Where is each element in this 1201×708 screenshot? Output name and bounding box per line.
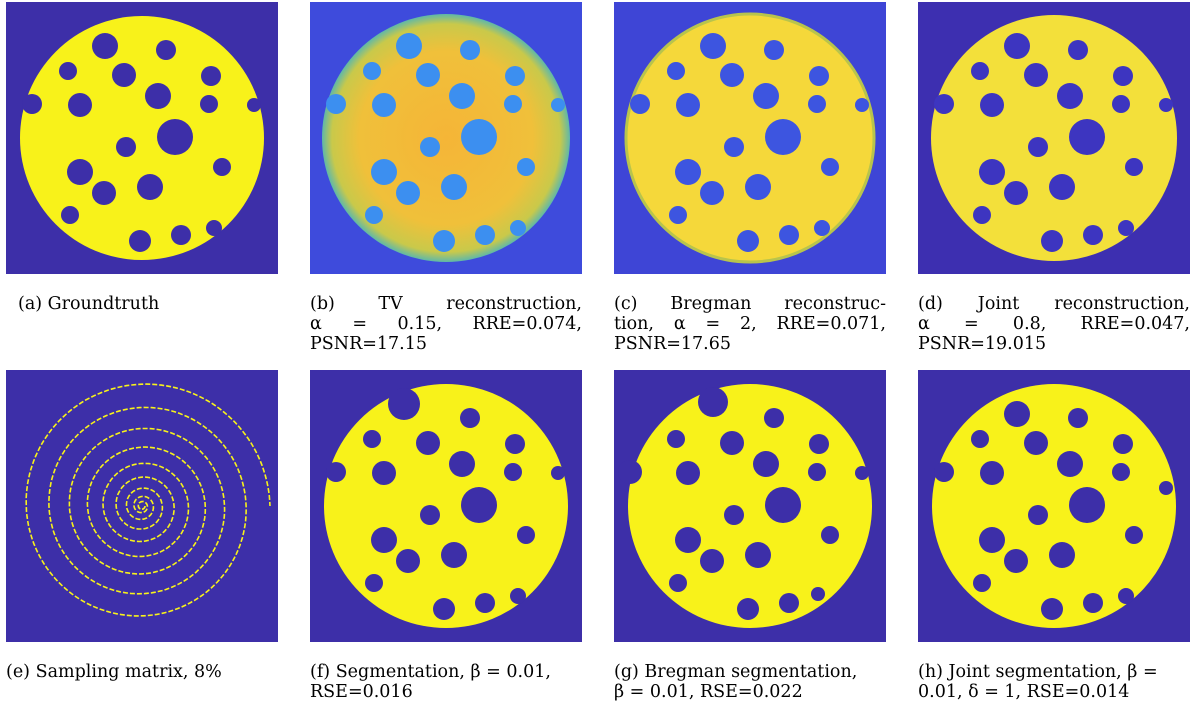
caption-f: (f) Segmentation, β = 0.01, RSE=0.016 [310, 662, 551, 702]
caption-c: (c) Bregman reconstruc- tion, α = 2, RRE… [614, 294, 886, 354]
caption-g: (g) Bregman segmentation, β = 0.01, RSE=… [614, 662, 858, 702]
sampling-matrix-image [6, 370, 278, 642]
joint-reconstruction-image [918, 2, 1190, 274]
sampling-spiral [25, 383, 271, 617]
bregman-reconstruction-image [614, 2, 886, 274]
caption-h: (h) Joint segmentation, β = 0.01, δ = 1,… [918, 662, 1158, 702]
groundtruth-image [6, 2, 278, 274]
caption-b: (b) TV reconstruction, α = 0.15, RRE=0.0… [310, 294, 582, 354]
caption-d: (d) Joint reconstruction, α = 0.8, RRE=0… [918, 294, 1190, 354]
bregman-segmentation-image [614, 370, 886, 642]
caption-e: (e) Sampling matrix, 8% [6, 662, 222, 682]
segmentation-image [310, 370, 582, 642]
tv-reconstruction-image [310, 2, 582, 274]
caption-a: (a) Groundtruth [18, 294, 160, 314]
joint-segmentation-image [918, 370, 1190, 642]
